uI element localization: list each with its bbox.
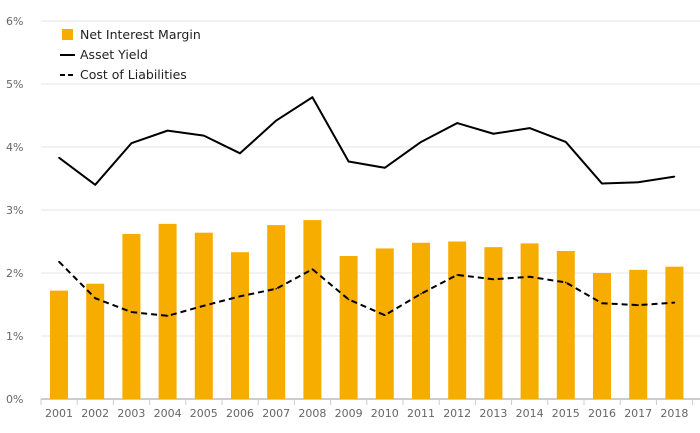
point-asset-yield-2013: [492, 132, 495, 135]
x-tick-label: 2002: [81, 407, 109, 420]
y-tick-label: 3%: [6, 204, 23, 217]
point-cost-of-liabilities-2003: [130, 311, 133, 313]
gridlines: [41, 20, 700, 400]
x-tick-label: 2001: [45, 407, 73, 420]
x-tick-label: 2014: [516, 407, 544, 420]
y-axis-ticks: 0% 1% 2% 3% 4% 5% 6%: [6, 15, 23, 406]
x-tick-label: 2016: [588, 407, 616, 420]
x-tick-label: 2007: [262, 407, 290, 420]
bar-net-interest-margin-2002: [86, 283, 105, 399]
point-cost-of-liabilities-2001: [58, 260, 60, 263]
point-asset-yield-2002: [94, 184, 96, 186]
point-asset-yield-2016: [601, 182, 603, 185]
y-tick-label: 5%: [6, 78, 23, 91]
x-tick-label: 2018: [660, 407, 688, 420]
y-tick-label: 4%: [6, 141, 23, 154]
bar-net-interest-margin-2004: [158, 223, 177, 399]
bar-net-interest-margin-2015: [556, 250, 575, 399]
bar-net-interest-margin-2003: [122, 233, 141, 399]
point-asset-yield-2010: [384, 166, 386, 169]
y-tick-label: 2%: [6, 267, 23, 280]
bar-net-interest-margin-2008: [303, 220, 322, 399]
bar-net-interest-margin-2007: [267, 225, 286, 399]
x-tick-label: 2017: [624, 407, 652, 420]
point-asset-yield-2018: [673, 175, 676, 178]
point-asset-yield-2003: [130, 142, 133, 145]
point-cost-of-liabilities-2016: [601, 302, 603, 305]
point-cost-of-liabilities-2008: [311, 268, 314, 271]
point-cost-of-liabilities-2009: [347, 298, 350, 301]
point-asset-yield-2006: [239, 152, 241, 155]
point-asset-yield-2017: [637, 181, 639, 184]
point-cost-of-liabilities-2012: [456, 274, 459, 276]
x-tick-label: 2013: [479, 407, 507, 420]
point-asset-yield-2007: [275, 119, 278, 122]
bar-net-interest-margin-2009: [339, 255, 358, 399]
point-cost-of-liabilities-2017: [637, 304, 639, 306]
point-asset-yield-2009: [347, 160, 350, 163]
point-cost-of-liabilities-2005: [203, 304, 205, 307]
x-tick-label: 2005: [190, 407, 218, 420]
bar-net-interest-margin-2011: [412, 242, 430, 399]
point-cost-of-liabilities-2018: [673, 301, 676, 304]
x-axis-ticks: 2001 2002 2003 2004 2005 2006 2007 2008 2009 2010…: [40, 399, 694, 420]
bars: [50, 220, 684, 399]
legend-swatch-net-interest-margin: [62, 29, 73, 40]
bar-net-interest-margin-2016: [593, 273, 611, 399]
point-asset-yield-2005: [203, 134, 205, 137]
y-tick-label: 1%: [6, 330, 23, 343]
bar-net-interest-margin-2012: [448, 241, 467, 399]
bar-net-interest-margin-2010: [375, 248, 394, 399]
point-asset-yield-2008: [311, 96, 314, 99]
point-cost-of-liabilities-2004: [166, 315, 169, 317]
bar-net-interest-margin-2001: [50, 290, 68, 399]
bar-net-interest-margin-2018: [665, 266, 684, 399]
x-tick-label: 2010: [371, 407, 399, 420]
x-tick-label: 2006: [226, 407, 254, 420]
point-cost-of-liabilities-2015: [565, 281, 567, 284]
legend-label-net-interest-margin: Net Interest Margin: [80, 27, 201, 42]
legend: Net Interest Margin Asset Yield Cost of …: [60, 27, 201, 82]
x-tick-label: 2012: [443, 407, 471, 420]
lines: [58, 96, 676, 317]
x-tick-label: 2004: [154, 407, 182, 420]
y-tick-label: 6%: [6, 15, 23, 28]
point-cost-of-liabilities-2002: [94, 297, 96, 300]
line-asset-yield: [58, 96, 675, 186]
point-cost-of-liabilities-2013: [492, 278, 495, 281]
x-tick-label: 2009: [335, 407, 363, 420]
point-cost-of-liabilities-2014: [528, 275, 531, 278]
point-asset-yield-2014: [528, 127, 531, 129]
x-tick-label: 2008: [298, 407, 326, 420]
bar-net-interest-margin-2006: [231, 252, 249, 399]
point-asset-yield-2015: [565, 141, 567, 143]
x-tick-label: 2011: [407, 407, 435, 420]
legend-label-asset-yield: Asset Yield: [80, 47, 148, 62]
point-cost-of-liabilities-2010: [384, 314, 386, 317]
line-cost-of-liabilities: [58, 260, 675, 317]
bar-net-interest-margin-2005: [194, 232, 213, 399]
x-tick-label: 2003: [117, 407, 145, 420]
point-asset-yield-2011: [420, 141, 422, 143]
legend-label-cost-of-liabilities: Cost of Liabilities: [80, 67, 187, 82]
point-cost-of-liabilities-2011: [420, 292, 422, 295]
bar-net-interest-margin-2017: [629, 269, 648, 399]
point-asset-yield-2012: [456, 122, 459, 124]
point-cost-of-liabilities-2007: [275, 287, 278, 290]
point-asset-yield-2004: [166, 129, 169, 132]
bar-net-interest-margin-2013: [484, 247, 503, 399]
bar-net-interest-margin-2014: [520, 243, 539, 399]
point-cost-of-liabilities-2006: [239, 295, 241, 298]
y-tick-label: 0%: [6, 393, 23, 406]
point-asset-yield-2001: [58, 156, 60, 159]
x-tick-label: 2015: [552, 407, 580, 420]
